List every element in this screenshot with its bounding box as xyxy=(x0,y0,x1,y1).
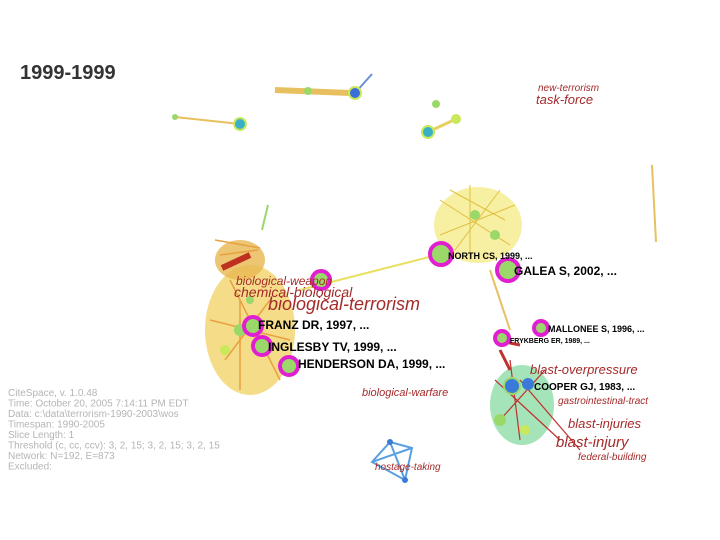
cluster-label: chemical-biological xyxy=(234,284,353,300)
info-line: Data: c:\data\terrorism-1990-2003\wos xyxy=(8,409,179,420)
node-label: NORTH CS, 1999, ... xyxy=(448,251,533,261)
cluster-label: biological-terrorism xyxy=(268,294,420,314)
node-label: INGLESBY TV, 1999, ... xyxy=(268,340,397,354)
info-line: Timespan: 1990-2005 xyxy=(8,420,105,431)
info-line: Network: N=192, E=873 xyxy=(8,451,115,462)
cluster-label: blast-injury xyxy=(556,434,630,451)
info-line: Excluded: xyxy=(8,462,52,473)
node-label: GALEA S, 2002, ... xyxy=(514,264,617,278)
title: 1999-1999 xyxy=(20,62,116,84)
cluster-label: new-terrorism xyxy=(538,83,599,94)
node-label: FRYKBERG ER, 1989, ... xyxy=(510,338,590,345)
info-line: CiteSpace, v. 1.0.48 xyxy=(8,388,98,399)
info-line: Slice Length: 1 xyxy=(8,430,75,441)
node-label: FRANZ DR, 1997, ... xyxy=(258,318,369,332)
info-line: Threshold (c, cc, ccv): 3, 2, 15; 3, 2, … xyxy=(8,441,220,452)
node-label: COOPER GJ, 1983, ... xyxy=(534,382,635,393)
cluster-label: hostage-taking xyxy=(375,462,441,473)
cluster-label: federal-building xyxy=(578,452,647,463)
cluster-label: biological-weapon xyxy=(236,274,332,288)
cluster-label: blast-overpressure xyxy=(530,362,638,377)
info-line: Time: October 20, 2005 7:14:11 PM EDT xyxy=(8,399,189,410)
network-graphics xyxy=(172,73,657,483)
cluster-label: task-force xyxy=(536,92,593,107)
cluster-label: biological-warfare xyxy=(362,387,448,399)
node-label: MALLONEE S, 1996, ... xyxy=(548,324,645,334)
node-label: HENDERSON DA, 1999, ... xyxy=(298,357,445,371)
cluster-label: gastrointestinal-tract xyxy=(558,396,649,407)
cluster-label: blast-injuries xyxy=(568,416,641,431)
